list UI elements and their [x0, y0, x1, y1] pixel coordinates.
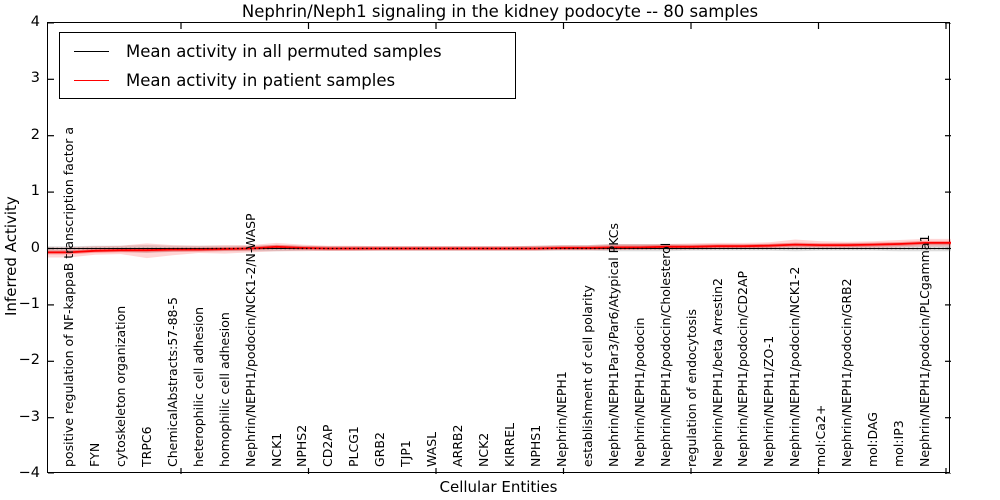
x-tick-label: Nephrin/NEPH1: [553, 371, 569, 467]
x-tick-label: PLCG1: [346, 426, 362, 467]
y-tick-label: −2: [18, 352, 40, 369]
x-tick-label: positive regulation of NF-kappaB transcr…: [61, 126, 76, 467]
y-tick-label: 3: [30, 70, 40, 87]
x-tick-label: Nephrin/NEPH1/podocin: [631, 317, 647, 467]
y-tick-label: −3: [18, 408, 40, 425]
legend-label: Mean activity in patient samples: [126, 70, 396, 90]
x-tick-label: NCK1: [268, 432, 284, 467]
legend-line-red: [74, 79, 109, 81]
y-tick-label: 1: [30, 183, 40, 200]
y-tick-label: 2: [30, 126, 40, 143]
legend-label: Mean activity in all permuted samples: [126, 41, 442, 61]
x-tick-label: NCK2: [476, 432, 492, 467]
x-axis-label: Cellular Entities: [439, 478, 558, 496]
x-tick-label: CD2AP: [320, 424, 336, 467]
x-tick-label: mol:IP3: [891, 420, 907, 467]
x-tick-label: Nephrin/NEPH1/beta Arrestin2: [709, 278, 725, 467]
legend-box: Mean activity in all permuted samples Me…: [59, 32, 516, 99]
x-tick-label: heterophilic cell adhesion: [190, 306, 206, 467]
line-patient-mean: [48, 241, 951, 254]
x-tick-label: regulation of endocytosis: [683, 309, 699, 467]
x-tick-label: establishment of cell polarity: [579, 285, 595, 467]
x-tick-label: Nephrin/NEPH1/ZO-1: [761, 335, 777, 467]
x-tick-label: Nephrin/NEPH1/podocin/NCK1-2: [787, 266, 803, 467]
legend-entry-patient: Mean activity in patient samples: [60, 69, 395, 91]
x-tick-label: WASL: [424, 431, 440, 467]
x-tick-label: FYN: [86, 442, 102, 467]
x-tick-label: mol:DAG: [865, 412, 881, 467]
x-tick-label: Nephrin/NEPH1/podocin/GRB2: [839, 278, 855, 467]
chart-title: Nephrin/Neph1 signaling in the kidney po…: [241, 2, 759, 21]
x-tick-label: TRPC6: [138, 426, 154, 467]
x-tick-label: cytoskeleton organization: [112, 305, 128, 467]
x-tick-label: KIRREL: [501, 422, 517, 467]
x-tick-label: GRB2: [372, 432, 388, 467]
x-tick-label: ARRB2: [450, 424, 466, 467]
y-tick-label: 0: [30, 239, 40, 256]
y-tick-label: 4: [30, 13, 40, 30]
x-tick-label: Nephrin/NEPH1/podocin/NCK1-2/N-WASP: [242, 213, 258, 467]
legend-entry-permuted: Mean activity in all permuted samples: [60, 40, 442, 62]
x-tick-label: ChemicalAbstracts:57-88-5: [164, 297, 180, 467]
x-tick-label: mol:Ca2+: [813, 404, 829, 467]
legend-line-black: [74, 50, 109, 52]
plot-area: positive regulation of NF-kappaB transcr…: [47, 22, 951, 474]
x-tick-label: Nephrin/NEPH1/podocin/CD2AP: [735, 270, 751, 467]
y-tick-label: −1: [18, 295, 40, 312]
x-tick-label: Nephrin/NEPH1Par3/Par6/Atypical PKCs: [605, 223, 621, 467]
plot-canvas: [48, 23, 951, 474]
y-tick-label: −4: [18, 465, 40, 482]
x-tick-label: Nephrin/NEPH1/podocin/Cholesterol: [657, 242, 673, 467]
x-tick-label: Nephrin/NEPH1/podocin/PLCgamma1: [917, 234, 933, 467]
x-tick-label: NPHS2: [294, 424, 310, 467]
x-tick-label: homophilic cell adhesion: [216, 312, 232, 467]
x-tick-label: TJP1: [398, 440, 414, 467]
x-tick-label: NPHS1: [527, 424, 543, 467]
